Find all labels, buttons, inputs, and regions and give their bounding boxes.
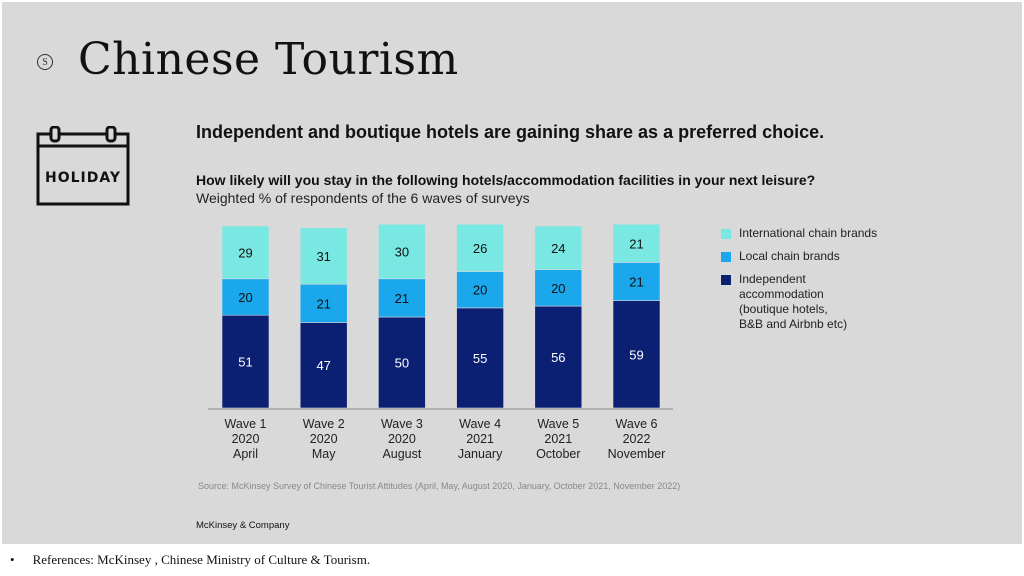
references-line: • References: McKinsey , Chinese Ministry…	[10, 552, 370, 568]
chart-source: Source: McKinsey Survey of Chinese Touri…	[198, 481, 681, 491]
legend-item: Local chain brands	[721, 249, 901, 264]
legend-swatch	[721, 229, 731, 239]
bar-segment-international-5	[534, 225, 583, 270]
data-label-local-6: 21	[629, 275, 643, 290]
data-label-international-1: 29	[238, 245, 252, 260]
data-label-international-3: 30	[395, 244, 409, 259]
headline: Independent and boutique hotels are gain…	[196, 122, 825, 142]
bar-segment-international-4	[456, 223, 504, 272]
holiday-icon-label: HOLIDAY	[45, 170, 121, 186]
x-tick-label-2: Wave 2	[303, 417, 345, 431]
legend-swatch	[721, 252, 731, 262]
bar-segment-independent-2	[299, 322, 348, 409]
legend-swatch	[721, 275, 731, 285]
bar-segment-local-6	[612, 262, 661, 301]
bar-segment-independent-4	[456, 307, 504, 409]
x-tick-label-5: October	[536, 447, 580, 461]
data-label-local-3: 21	[395, 291, 409, 306]
holiday-calendar-icon: HOLIDAY	[36, 125, 130, 211]
data-label-independent-3: 50	[395, 356, 409, 371]
x-tick-label-6: 2022	[623, 432, 651, 446]
chart-subtitle: Weighted % of respondents of the 6 waves…	[196, 190, 530, 206]
x-tick-label-6: November	[608, 447, 666, 461]
legend-label: Independent accommodation (boutique hote…	[739, 272, 848, 331]
x-tick-label-1: April	[233, 447, 258, 461]
x-tick-label-4: Wave 4	[459, 417, 501, 431]
bar-segment-international-6	[612, 223, 661, 263]
slide-background: S Chinese Tourism HOLIDAY Independent an…	[2, 2, 1022, 544]
legend-label: Local chain brands	[739, 249, 840, 263]
x-tick-label-3: August	[382, 447, 421, 461]
chart-title: How likely will you stay in the followin…	[196, 172, 816, 188]
data-label-independent-5: 56	[551, 350, 565, 365]
x-tick-label-3: 2020	[388, 432, 416, 446]
company-credit: McKinsey & Company	[196, 520, 290, 531]
legend-item: International chain brands	[721, 226, 901, 241]
data-label-local-1: 20	[238, 290, 252, 305]
bar-segment-independent-3	[378, 316, 426, 409]
x-tick-label-2: May	[312, 447, 336, 461]
x-tick-label-5: 2021	[544, 432, 572, 446]
data-label-independent-4: 55	[473, 351, 487, 366]
x-tick-label-4: 2021	[466, 432, 494, 446]
data-label-international-2: 31	[316, 249, 330, 264]
legend-item: Independent accommodation (boutique hote…	[721, 272, 901, 332]
data-label-international-6: 21	[629, 236, 643, 251]
x-tick-label-2: 2020	[310, 432, 338, 446]
data-label-independent-1: 51	[238, 355, 252, 370]
data-label-international-4: 26	[473, 241, 487, 256]
bar-segment-independent-5	[534, 305, 583, 409]
data-label-local-4: 20	[473, 283, 487, 298]
x-tick-label-1: 2020	[232, 432, 260, 446]
x-tick-label-3: Wave 3	[381, 417, 423, 431]
reference-text: References: McKinsey , Chinese Ministry …	[32, 552, 371, 567]
data-label-independent-2: 47	[316, 358, 330, 373]
slide-title: Chinese Tourism	[78, 34, 459, 85]
bar-segment-international-3	[378, 223, 426, 280]
bar-segment-international-1	[221, 225, 270, 280]
bar-segment-local-4	[456, 271, 504, 309]
bar-segment-local-2	[299, 283, 348, 323]
bar-segment-local-3	[378, 278, 426, 318]
x-tick-label-1: Wave 1	[225, 417, 267, 431]
bar-segment-international-2	[299, 227, 348, 285]
data-label-independent-6: 59	[629, 347, 643, 362]
data-label-local-5: 20	[551, 281, 565, 296]
data-label-international-5: 24	[551, 241, 565, 256]
chart-legend: International chain brands Local chain br…	[721, 226, 901, 340]
x-tick-label-4: January	[458, 447, 503, 461]
data-label-local-2: 21	[316, 296, 330, 311]
brand-logo-icon: S	[37, 54, 53, 70]
x-tick-label-6: Wave 6	[616, 417, 658, 431]
bar-segment-independent-6	[612, 300, 661, 409]
reference-bullet: •	[10, 552, 15, 567]
legend-label: International chain brands	[739, 226, 878, 240]
x-tick-label-5: Wave 5	[537, 417, 579, 431]
